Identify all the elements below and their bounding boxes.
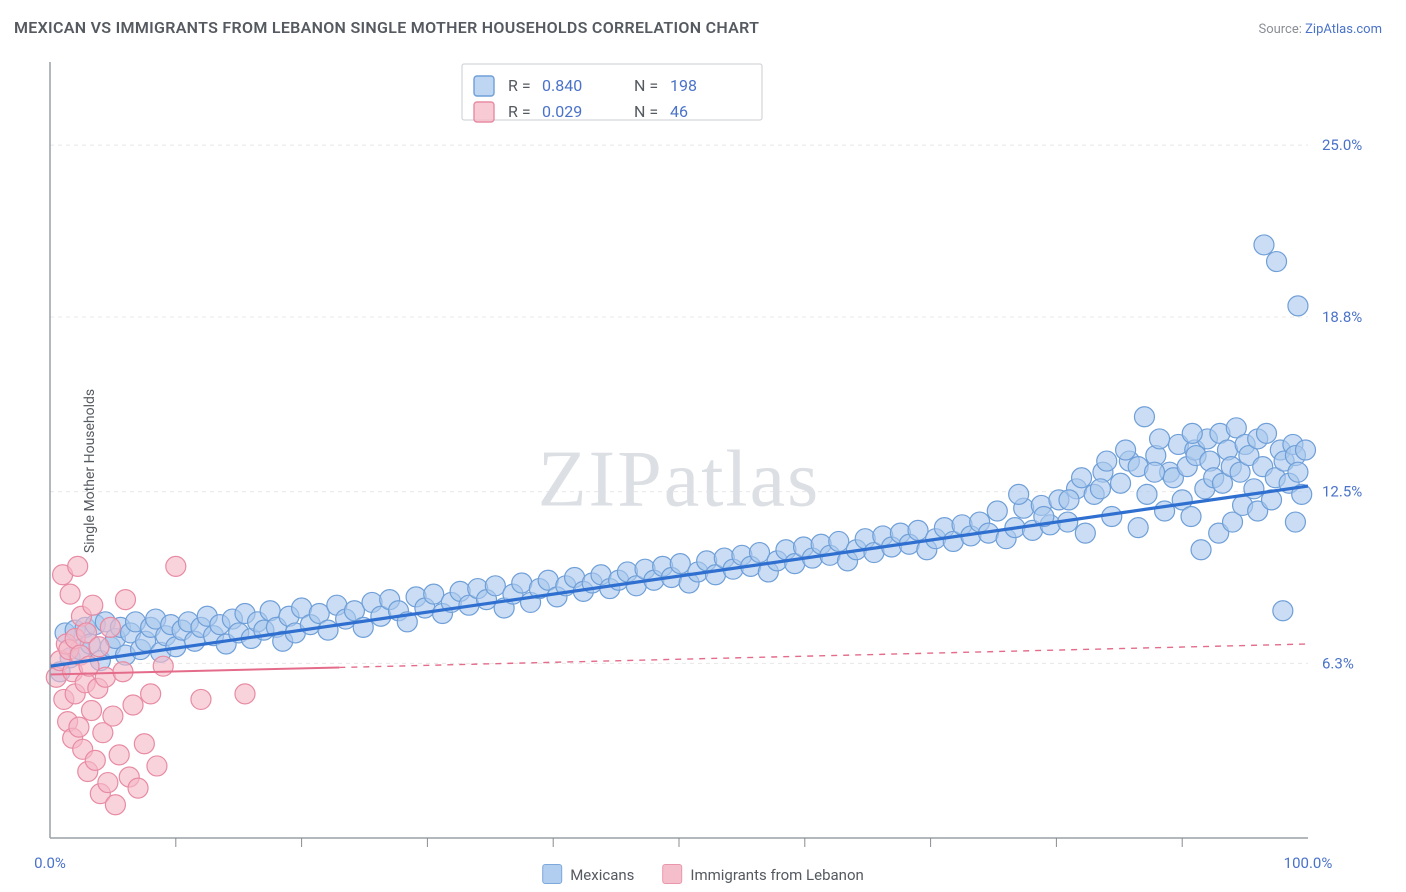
data-point [109,745,129,765]
data-point [1097,451,1117,471]
data-point [103,706,123,726]
data-point [1134,407,1154,427]
data-point [235,684,255,704]
legend-swatch [474,76,494,96]
data-point [115,590,135,610]
data-point [670,554,690,574]
data-point [123,695,143,715]
source-prefix: Source: [1258,22,1305,37]
data-point [98,773,118,793]
data-point [1256,423,1276,443]
data-point [1059,490,1079,510]
legend-item: Immigrants from Lebanon [662,864,863,884]
data-point [750,543,770,563]
data-point [1181,507,1201,527]
data-point [85,750,105,770]
data-point [318,620,338,640]
legend-top-box [462,64,762,120]
data-point [1137,484,1157,504]
y-tick-label: 12.5% [1322,483,1362,501]
data-point [83,595,103,615]
legend-n-label: N = [634,76,658,95]
source-attribution: Source: ZipAtlas.com [1258,22,1382,37]
legend-swatch [542,864,562,884]
data-point [1288,462,1308,482]
data-point [1116,440,1136,460]
y-tick-label: 25.0% [1322,136,1362,154]
data-point [128,778,148,798]
watermark: ZIPatlas [538,435,821,523]
chart-container: Single Mother Households 6.3% 12.5% 18.8% 2… [0,50,1406,892]
legend-r-label: R = [508,102,531,121]
legend-r-value: 0.029 [542,102,582,121]
data-point [60,584,80,604]
data-point [134,734,154,754]
source-link[interactable]: ZipAtlas.com [1305,22,1382,37]
data-point [829,531,849,551]
data-point [1128,518,1148,538]
data-point [147,756,167,776]
data-point [1150,429,1170,449]
y-tick-label: 6.3% [1322,654,1354,672]
data-point [191,689,211,709]
data-point [89,637,109,657]
data-point [1273,601,1293,621]
data-point [95,667,115,687]
legend-bottom: Mexicans Immigrants from Lebanon [542,864,864,884]
data-point [1295,440,1315,460]
data-point [1072,468,1092,488]
data-point [908,520,928,540]
data-point [1090,479,1110,499]
legend-swatch [662,864,682,884]
legend-r-value: 0.840 [542,76,582,95]
legend-n-label: N = [634,102,658,121]
legend-n-value: 198 [670,76,697,95]
data-point [1182,423,1202,443]
data-point [141,684,161,704]
chart-title: MEXICAN VS IMMIGRANTS FROM LEBANON SINGL… [14,18,759,37]
data-point [1285,512,1305,532]
legend-swatch [474,102,494,122]
data-point [1267,252,1287,272]
data-point [166,556,186,576]
data-point [512,573,532,593]
data-point [424,584,444,604]
data-point [1009,484,1029,504]
data-point [105,795,125,815]
data-point [1191,540,1211,560]
legend-r-label: R = [508,76,531,95]
data-point [1111,473,1131,493]
x-tick-label: 0.0% [34,854,66,872]
legend-n-value: 46 [670,102,688,121]
data-point [1288,296,1308,316]
legend-item: Mexicans [542,864,634,884]
data-point [485,576,505,596]
data-point [1145,462,1165,482]
legend-label: Mexicans [570,866,634,884]
data-point [68,556,88,576]
x-tick-label: 100.0% [1284,854,1333,872]
data-point [82,701,102,721]
y-tick-label: 18.8% [1322,308,1362,326]
data-point [1254,235,1274,255]
data-point [69,717,89,737]
scatter-chart: 6.3% 12.5% 18.8% 25.0% ZIPatlas 0.0% 100.0% R =… [0,50,1406,892]
trend-line-extrapolated [339,644,1308,667]
data-point [100,617,120,637]
data-point [987,501,1007,521]
data-point [153,656,173,676]
data-point [1075,523,1095,543]
series-immigrants-from-lebanon [46,556,255,814]
y-axis-label: Single Mother Households [82,389,98,553]
legend-label: Immigrants from Lebanon [690,866,863,884]
